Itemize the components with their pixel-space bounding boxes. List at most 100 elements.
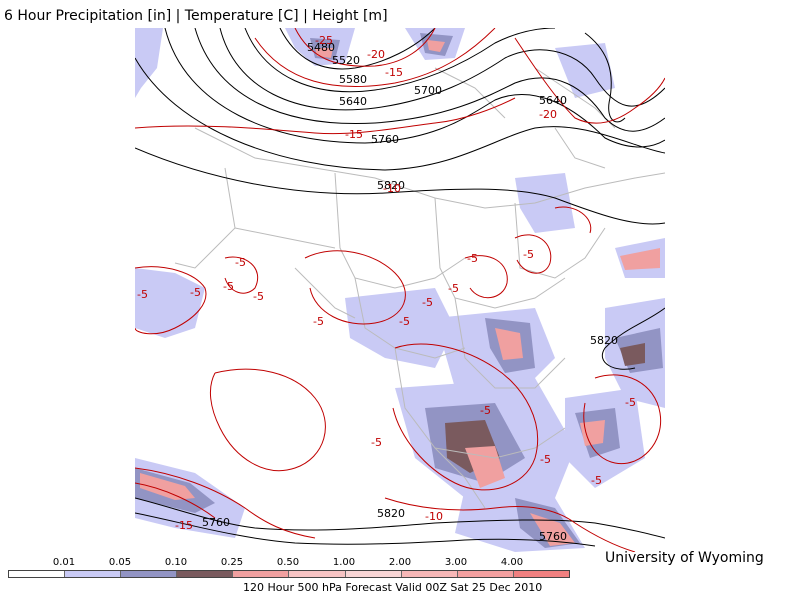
border-line: [434, 427, 566, 459]
temperature-contours: [135, 28, 665, 552]
legend-tick-label: 0.01: [52, 557, 76, 568]
height-contour: [135, 512, 596, 547]
precip-area: [135, 28, 163, 98]
temperature-contour: [583, 374, 662, 465]
temperature-label: -5: [399, 315, 410, 328]
precip-area: [620, 343, 645, 366]
legend-tick-label: 3.00: [444, 557, 468, 568]
temperature-contour: [392, 343, 539, 491]
legend-tick-label: 1.00: [332, 557, 356, 568]
height-label: 5820: [590, 334, 618, 347]
temperature-label: -5: [253, 290, 264, 303]
temperature-contour: [135, 266, 207, 335]
height-label: 5640: [339, 95, 367, 108]
legend-tick-label: 0.50: [276, 557, 300, 568]
height-label: 5480: [307, 41, 335, 54]
height-label: 5820: [377, 179, 405, 192]
height-contour: [244, 28, 556, 93]
temperature-label: -5: [137, 288, 148, 301]
temperature-label: -20: [539, 108, 557, 121]
precip-area: [345, 288, 455, 368]
weather-map: 5480 5520 5580 5640 5700 5760 5820 5640 …: [135, 28, 665, 552]
temperature-contour: [209, 368, 326, 472]
border-line: [514, 202, 606, 279]
precip-area: [465, 446, 505, 488]
border-line: [334, 172, 466, 289]
temperature-contour: [554, 206, 592, 234]
height-contour: [279, 28, 436, 70]
temperature-contour: [514, 234, 552, 274]
height-contour: [584, 32, 626, 123]
temperature-label: -5: [371, 436, 382, 449]
temperature-contour: [224, 256, 259, 294]
height-label: 5580: [339, 73, 367, 86]
precip-area: [515, 173, 575, 233]
height-labels: 5480 5520 5580 5640 5700 5760 5820 5640 …: [202, 41, 618, 543]
precipitation-layer: [135, 28, 665, 552]
temperature-label: -5: [448, 282, 459, 295]
temperature-contour: [254, 28, 496, 88]
credit-label: University of Wyoming: [605, 550, 764, 566]
border-line: [294, 267, 356, 319]
border-line: [434, 67, 506, 119]
colorbar-swatch: [9, 571, 66, 577]
temperature-label: -15: [385, 66, 403, 79]
legend-tick-label: 4.00: [500, 557, 524, 568]
temperature-contour: [135, 467, 316, 539]
border-line: [174, 167, 236, 269]
height-label: 5520: [332, 54, 360, 67]
temperature-contour: [464, 255, 508, 298]
height-label: 5820: [377, 507, 405, 520]
precip-area: [580, 420, 605, 446]
temperature-label: -5: [313, 315, 324, 328]
temperature-label: -5: [190, 286, 201, 299]
temperature-contour: [514, 37, 665, 124]
precip-area: [427, 40, 445, 52]
legend-tick-label: 0.10: [164, 557, 188, 568]
colorbar-swatch: [65, 571, 122, 577]
temperature-labels: -25 -20 -15 -15 -20 -10 -5 -5 -5 -5 -5 -…: [137, 34, 636, 532]
height-contour: [602, 307, 665, 370]
temperature-contour: [135, 97, 516, 135]
temperature-label: -10: [425, 510, 443, 523]
temperature-label: -5: [235, 256, 246, 269]
height-contour: [135, 57, 665, 171]
border-line: [194, 127, 665, 209]
colorbar-swatch: [289, 571, 346, 577]
border-line: [554, 127, 606, 169]
forecast-valid-caption: 120 Hour 500 hPa Forecast Valid 00Z Sat …: [243, 581, 543, 594]
temperature-label: -15: [175, 519, 193, 532]
colorbar-swatch: [121, 571, 178, 577]
colorbar-swatch: [233, 571, 290, 577]
height-contour: [219, 28, 665, 111]
legend-labels: 0.01 0.05 0.10 0.25 0.50 1.00 2.00 3.00 …: [8, 557, 568, 569]
temperature-label: -5: [591, 474, 602, 487]
height-label: 5700: [414, 84, 442, 97]
map-canvas: 5480 5520 5580 5640 5700 5760 5820 5640 …: [135, 28, 665, 552]
height-contours: [135, 28, 665, 547]
temperature-label: -25: [315, 34, 333, 47]
colorbar-swatch: [177, 571, 234, 577]
height-label: 5760: [202, 516, 230, 529]
legend-tick-label: 0.25: [220, 557, 244, 568]
precip-area: [495, 328, 523, 360]
temperature-contour: [135, 482, 216, 519]
border-line: [434, 197, 566, 309]
legend-tick-label: 0.05: [108, 557, 132, 568]
colorbar-swatch: [513, 571, 569, 577]
height-label: 5640: [539, 94, 567, 107]
temperature-label: -5: [523, 248, 534, 261]
map-title: 6 Hour Precipitation [in] | Temperature …: [4, 8, 388, 24]
temperature-label: -5: [223, 280, 234, 293]
temperature-label: -5: [422, 296, 433, 309]
temperature-label: -15: [345, 128, 363, 141]
height-contour: [164, 28, 665, 148]
precip-area: [555, 43, 615, 98]
temperature-contour: [294, 28, 436, 67]
temperature-contour: [304, 250, 406, 325]
height-label: 5760: [371, 133, 399, 146]
height-contour: [194, 28, 665, 132]
precip-area: [140, 473, 195, 500]
temperature-label: -5: [540, 453, 551, 466]
colorbar-swatch: [345, 571, 402, 577]
